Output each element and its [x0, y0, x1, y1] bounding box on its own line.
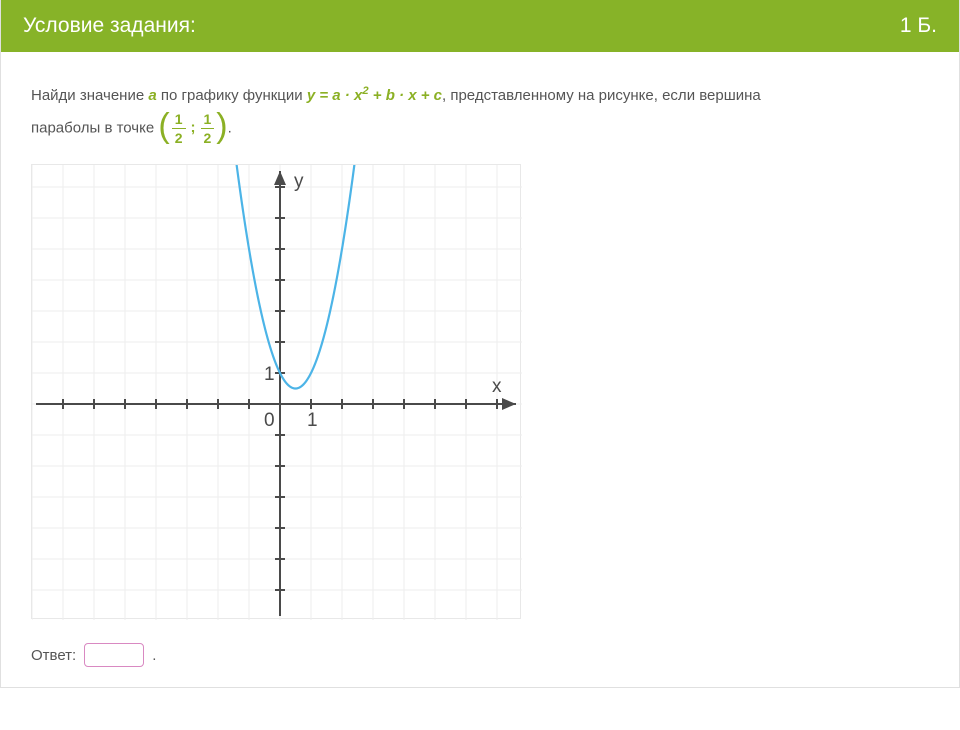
eq-x2: x2: [354, 87, 369, 104]
header-title: Условие задания:: [23, 14, 196, 38]
text-part4: параболы в точке: [31, 119, 158, 136]
answer-row: Ответ: .: [31, 643, 929, 667]
left-paren: (: [158, 107, 169, 145]
eq-b: b: [386, 87, 395, 104]
den2: 2: [201, 129, 215, 146]
den1: 2: [172, 129, 186, 146]
eq-a: a: [332, 87, 340, 104]
period: .: [228, 119, 232, 136]
eq-x: x: [408, 87, 416, 104]
eq-y: y: [307, 87, 315, 104]
num2: 1: [201, 111, 215, 129]
svg-text:1: 1: [307, 410, 318, 431]
frac-2: 12: [201, 111, 215, 146]
task-container: Условие задания: 1 Б. Найди значение a п…: [0, 0, 960, 688]
svg-text:1: 1: [264, 364, 275, 385]
vertex-point: (12;12): [158, 111, 227, 146]
task-header: Условие задания: 1 Б.: [1, 0, 959, 52]
text-part1: Найди значение: [31, 87, 148, 104]
var-a: a: [148, 87, 156, 104]
num1: 1: [172, 111, 186, 129]
equation: y = a · x2 + b · x + c: [307, 87, 442, 104]
graph-container: x y 0 1 1: [31, 164, 521, 619]
text-part3: , представленному на рисунке, если верши…: [442, 87, 761, 104]
answer-label: Ответ:: [31, 647, 76, 664]
semicolon: ;: [191, 119, 196, 136]
svg-text:x: x: [492, 376, 502, 397]
eq-c: c: [434, 87, 442, 104]
answer-input[interactable]: [84, 643, 144, 667]
problem-statement: Найди значение a по графику функции y = …: [31, 80, 929, 146]
header-points: 1 Б.: [900, 14, 937, 38]
answer-suffix: .: [152, 647, 156, 664]
frac-1: 12: [172, 111, 186, 146]
right-paren: ): [216, 107, 227, 145]
text-part2: по графику функции: [157, 87, 307, 104]
svg-text:0: 0: [264, 410, 275, 431]
task-content: Найди значение a по графику функции y = …: [1, 52, 959, 687]
coordinate-graph: x y 0 1 1: [32, 165, 522, 620]
svg-text:y: y: [294, 171, 304, 192]
